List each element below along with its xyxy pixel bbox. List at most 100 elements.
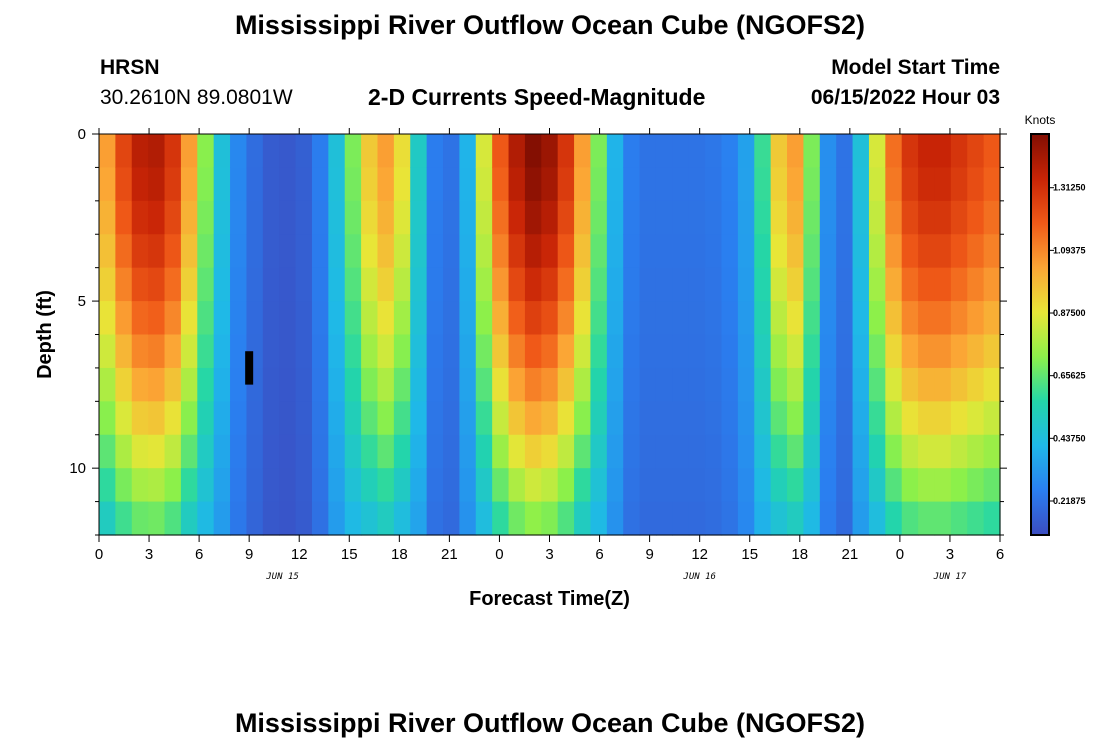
heatmap-cell (131, 468, 149, 503)
heatmap-cell (197, 468, 215, 503)
heatmap-cell (541, 501, 559, 536)
heatmap-cell (361, 301, 379, 336)
heatmap-cell (770, 401, 788, 436)
heatmap-cell (852, 468, 870, 503)
heatmap-cell (852, 401, 870, 436)
heatmap-cell (459, 401, 477, 436)
heatmap-cell (885, 200, 903, 235)
heatmap-cell (705, 234, 723, 269)
heatmap-cell (148, 167, 166, 202)
heatmap-cell (868, 434, 886, 469)
y-tick-label: 10 (69, 460, 86, 477)
heatmap-cell (524, 434, 542, 469)
heatmap-cell (197, 501, 215, 536)
heatmap-cell (459, 234, 477, 269)
heatmap-cell (508, 468, 526, 503)
heatmap-cell (737, 434, 755, 469)
heatmap-cell (164, 200, 182, 235)
heatmap-cell (115, 267, 133, 302)
heatmap-cell (262, 234, 280, 269)
heatmap-cell (459, 334, 477, 369)
heatmap-cell (197, 200, 215, 235)
heatmap-cell (819, 200, 837, 235)
heatmap-cell (213, 468, 231, 503)
heatmap-cell (524, 367, 542, 402)
heatmap-cell (574, 468, 592, 503)
heatmap-cell (574, 167, 592, 202)
heatmap-cell (787, 367, 805, 402)
x-tick-label: 6 (996, 546, 1004, 563)
x-tick-label: 12 (691, 546, 708, 563)
heatmap-cell (426, 334, 444, 369)
heatmap-cell (230, 167, 248, 202)
heatmap-cell (393, 301, 411, 336)
heatmap-cell (967, 334, 985, 369)
colorbar-tick-label: 0.21875 (1053, 496, 1086, 506)
heatmap-cell (803, 367, 821, 402)
heatmap-cell (262, 134, 280, 169)
heatmap-cell (934, 200, 952, 235)
heatmap-cell (524, 501, 542, 536)
heatmap-cell (606, 367, 624, 402)
heatmap-cell (623, 401, 641, 436)
heatmap-cell (311, 401, 329, 436)
heatmap-cell (967, 401, 985, 436)
heatmap-cell (868, 301, 886, 336)
heatmap-cell (967, 267, 985, 302)
heatmap-cell (344, 167, 362, 202)
heatmap-cell (901, 501, 919, 536)
heatmap-cell (344, 267, 362, 302)
heatmap-cell (803, 167, 821, 202)
heatmap-cell (410, 434, 428, 469)
heatmap-cell (508, 200, 526, 235)
heatmap-cell (459, 468, 477, 503)
heatmap-cell (967, 468, 985, 503)
heatmap-cell (99, 267, 116, 302)
heatmap-cell (819, 301, 837, 336)
heatmap-cell (230, 401, 248, 436)
heatmap-cell (475, 334, 493, 369)
heatmap-cell (279, 434, 297, 469)
x-tick-label: 18 (391, 546, 408, 563)
heatmap-cell (148, 334, 166, 369)
heatmap-cell (148, 301, 166, 336)
heatmap-cell (475, 234, 493, 269)
heatmap-cell (443, 234, 460, 269)
heatmap-cell (787, 301, 805, 336)
heatmap-cell (180, 468, 198, 503)
heatmap-cell (213, 234, 231, 269)
heatmap-cell (737, 501, 755, 536)
heatmap-cell (295, 134, 313, 169)
heatmap-cell (328, 267, 346, 302)
heatmap-cell (115, 134, 133, 169)
heatmap-cell (524, 134, 542, 169)
heatmap-cell (787, 234, 805, 269)
heatmap-cell (836, 267, 854, 302)
heatmap-cell (410, 167, 428, 202)
heatmap-cell (639, 200, 657, 235)
heatmap-cell (655, 301, 673, 336)
heatmap-cell (885, 267, 903, 302)
heatmap-cell (557, 468, 575, 503)
heatmap-cell (901, 468, 919, 503)
heatmap-cell (721, 234, 739, 269)
heatmap-cell (983, 234, 1001, 269)
heatmap-cell (393, 434, 411, 469)
date-label: JUN 15 (265, 572, 299, 582)
x-tick-label: 3 (545, 546, 553, 563)
heatmap-cell (836, 501, 854, 536)
heatmap-cell (279, 468, 297, 503)
heatmap-cell (230, 334, 248, 369)
heatmap-cell (180, 134, 198, 169)
heatmap-cell (590, 200, 608, 235)
heatmap-cell (492, 367, 510, 402)
heatmap-cell (967, 367, 985, 402)
heatmap-cell (967, 134, 985, 169)
heatmap-cell (868, 267, 886, 302)
heatmap-cell (148, 401, 166, 436)
heatmap-cell (361, 468, 379, 503)
heatmap-cell (934, 401, 952, 436)
heatmap-cell (328, 501, 346, 536)
colorbar-tick-label: 1.31250 (1053, 183, 1086, 193)
heatmap-cell (623, 267, 641, 302)
